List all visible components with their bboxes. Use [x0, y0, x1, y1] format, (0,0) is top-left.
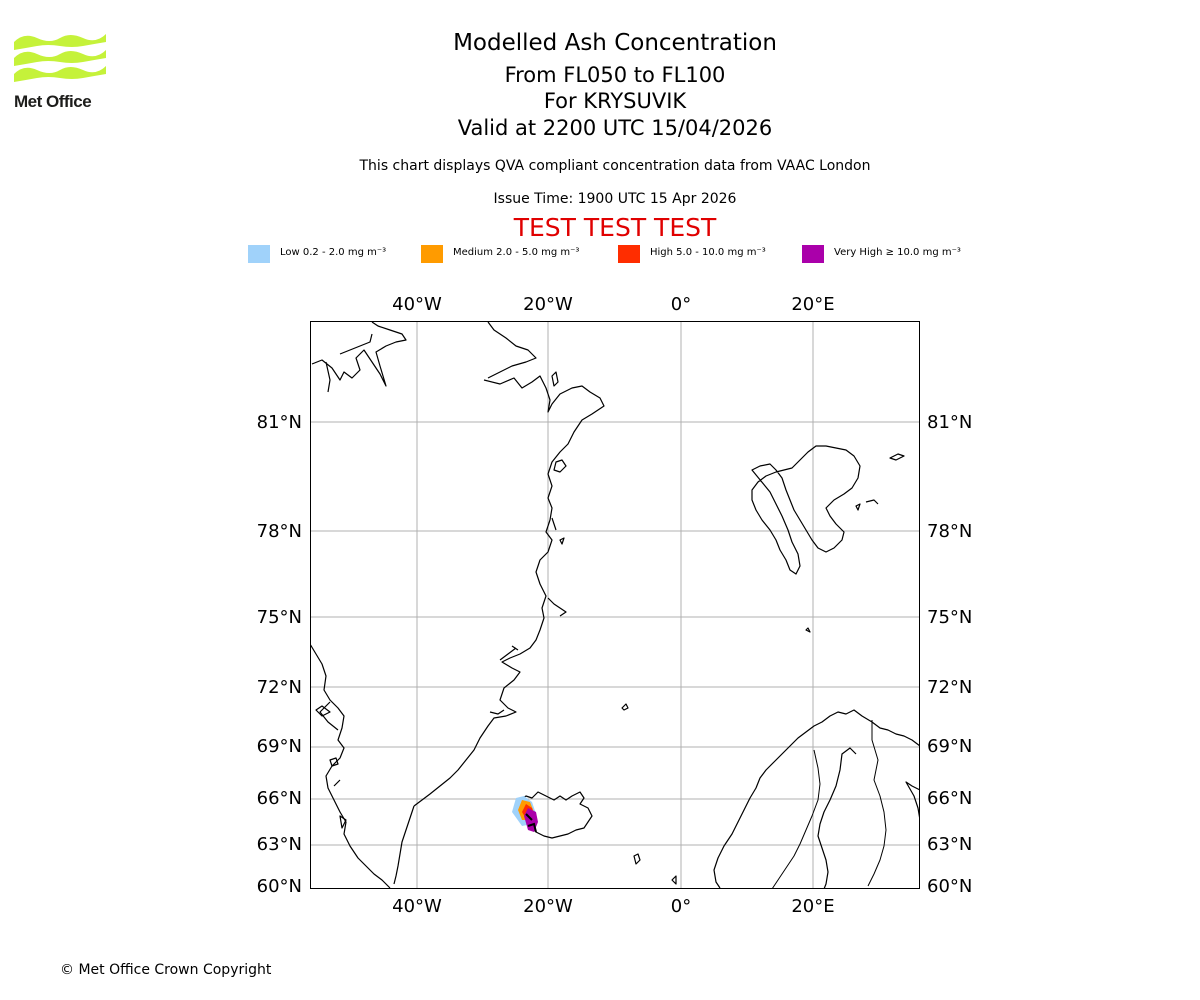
lon-label-20w-bottom: 20°W	[523, 896, 573, 917]
flight-levels: From FL050 to FL100	[504, 63, 726, 87]
legend-swatch-high	[618, 245, 640, 263]
gulf-of-bothnia	[817, 747, 920, 889]
ash-plume	[512, 796, 538, 833]
lon-label-0-top: 0°	[671, 294, 691, 315]
lat-label-69n-left: 69°N	[257, 736, 302, 757]
shetland	[671, 875, 677, 885]
coastlines	[310, 321, 920, 889]
lat-label-78n-right: 78°N	[927, 521, 972, 542]
lat-label-72n-right: 72°N	[927, 677, 972, 698]
greenland-northeast-coast	[413, 321, 605, 807]
longitude-labels-top: 40°W 20°W 0° 20°E	[392, 294, 834, 315]
legend-label-very-high: Very High ≥ 10.0 mg m⁻³	[834, 247, 961, 258]
finland-border	[867, 720, 887, 887]
iceland-coast	[515, 791, 593, 839]
valid-time: Valid at 2200 UTC 15/04/2026	[457, 116, 773, 140]
legend-label-high: High 5.0 - 10.0 mg m⁻³	[650, 247, 766, 258]
lat-label-60n-left: 60°N	[257, 876, 302, 897]
lat-label-78n-left: 78°N	[257, 521, 302, 542]
copyright-footer: © Met Office Crown Copyright	[60, 962, 272, 978]
map-frame	[310, 321, 920, 889]
legend-label-low: Low 0.2 - 2.0 mg m⁻³	[280, 247, 387, 258]
legend-label-medium: Medium 2.0 - 5.0 mg m⁻³	[453, 247, 580, 258]
latitude-labels-left: 81°N 78°N 75°N 72°N 69°N 66°N 63°N 60°N	[257, 412, 302, 897]
bear-island	[805, 627, 811, 633]
test-banner: TEST TEST TEST	[513, 213, 717, 242]
svalbard-coast	[751, 445, 861, 575]
longitude-labels-bottom: 40°W 20°W 0° 20°E	[392, 896, 834, 917]
met-office-wave-icon	[14, 34, 106, 82]
lat-label-69n-right: 69°N	[927, 736, 972, 757]
greenland-fjords	[489, 645, 519, 715]
lat-label-72n-left: 72°N	[257, 677, 302, 698]
svalbard-islands	[855, 453, 905, 511]
issue-time: Issue Time: 1900 UTC 15 Apr 2026	[493, 191, 737, 207]
chart-subtitle: This chart displays QVA compliant concen…	[359, 158, 871, 174]
greenland-west-coast	[310, 643, 415, 889]
lon-label-20w-top: 20°W	[523, 294, 573, 315]
lat-label-75n-left: 75°N	[257, 607, 302, 628]
greenland-north-coast	[311, 321, 407, 393]
jan-mayen	[621, 703, 629, 711]
chart-title: Modelled Ash Concentration	[453, 30, 777, 56]
ash-plume-outline	[525, 813, 537, 833]
lat-label-81n-right: 81°N	[927, 412, 972, 433]
lat-label-66n-right: 66°N	[927, 788, 972, 809]
volcano-name: For KRYSUVIK	[543, 89, 687, 113]
map-gridlines	[310, 321, 920, 889]
scandinavia-coast	[713, 709, 920, 889]
lat-label-66n-left: 66°N	[257, 788, 302, 809]
greenland-east-islands	[547, 371, 567, 617]
greenland-west-islands	[315, 705, 347, 829]
latitude-labels-right: 81°N 78°N 75°N 72°N 69°N 66°N 63°N 60°N	[927, 412, 972, 897]
lon-label-40w-top: 40°W	[392, 294, 442, 315]
legend-swatch-medium	[421, 245, 443, 263]
lon-label-20e-bottom: 20°E	[791, 896, 834, 917]
faroe-islands	[633, 853, 641, 865]
norway-sweden-border	[771, 749, 821, 889]
lat-label-81n-left: 81°N	[257, 412, 302, 433]
lat-label-63n-right: 63°N	[927, 834, 972, 855]
met-office-logo: Met Office	[14, 30, 106, 112]
lat-label-75n-right: 75°N	[927, 607, 972, 628]
lat-label-63n-left: 63°N	[257, 834, 302, 855]
lon-label-40w-bottom: 40°W	[392, 896, 442, 917]
lon-label-0-bottom: 0°	[671, 896, 691, 917]
legend: Low 0.2 - 2.0 mg m⁻³ Medium 2.0 - 5.0 mg…	[0, 244, 1200, 266]
legend-swatch-very-high	[802, 245, 824, 263]
lon-label-20e-top: 20°E	[791, 294, 834, 315]
legend-swatch-low	[248, 245, 270, 263]
lat-label-60n-right: 60°N	[927, 876, 972, 897]
met-office-wordmark: Met Office	[14, 92, 92, 111]
